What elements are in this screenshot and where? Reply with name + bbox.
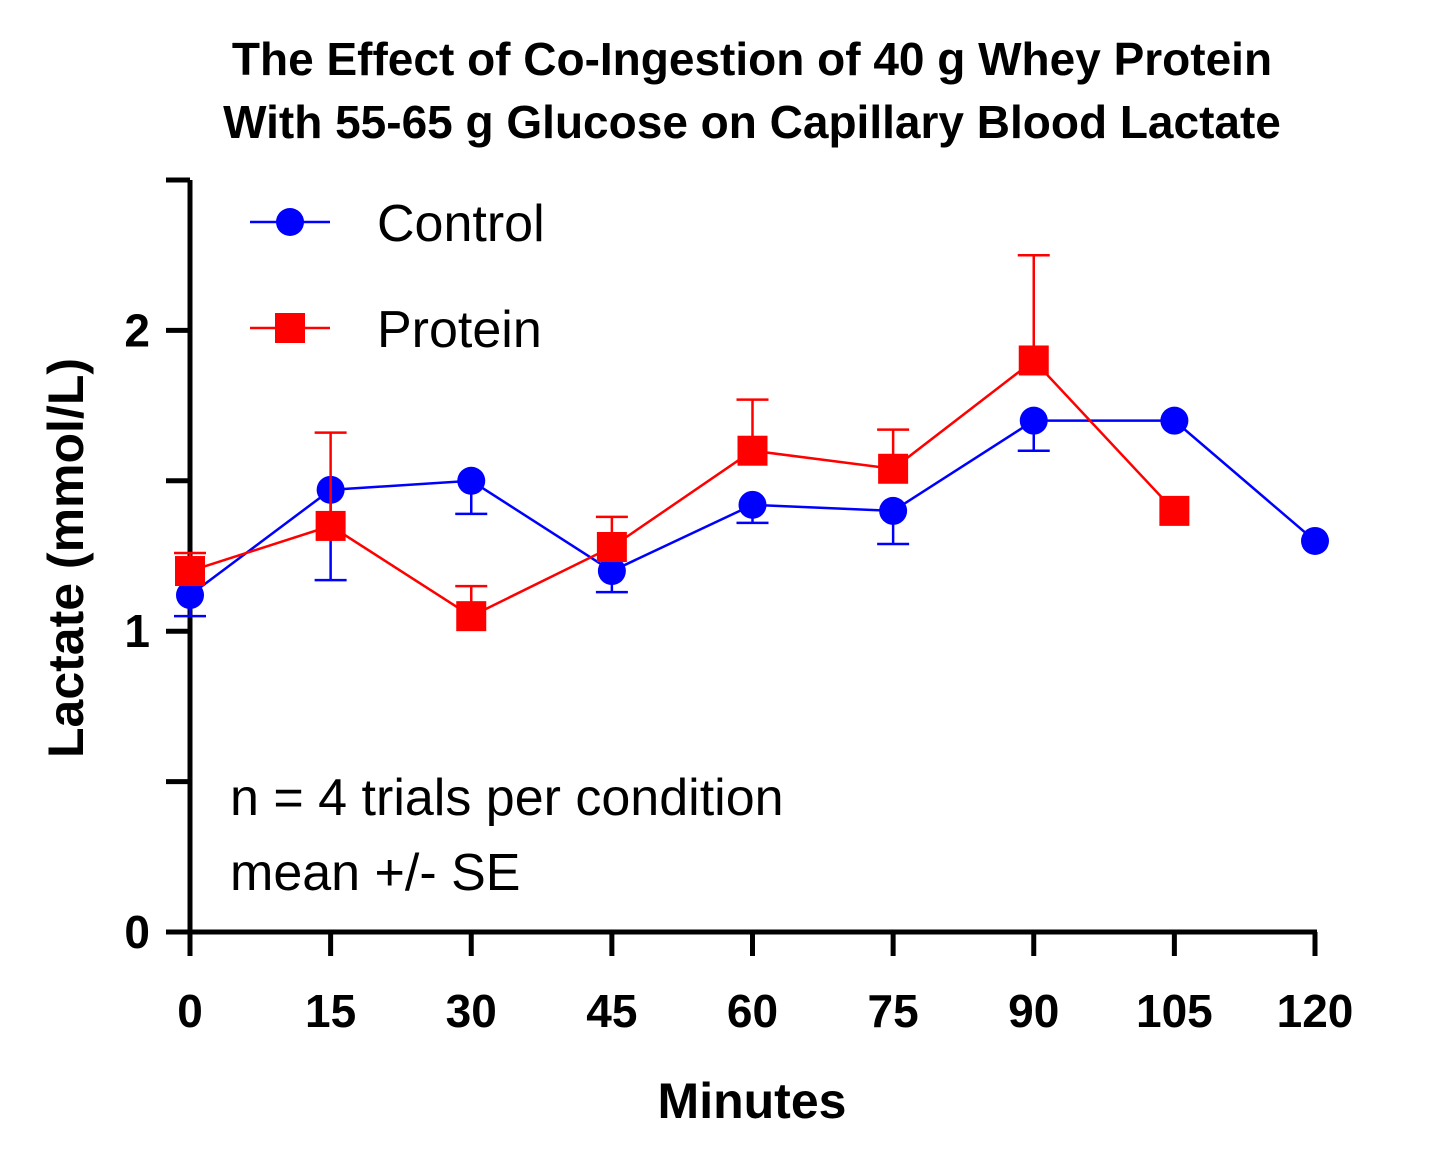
chart-subtitle: With 55-65 g Glucose on Capillary Blood …	[223, 96, 1281, 148]
legend: Control Protein	[250, 195, 545, 359]
x-tick-label-1: 15	[305, 985, 356, 1037]
protein-point-7	[1159, 495, 1190, 526]
chart-title: The Effect of Co-Ingestion of 40 g Whey …	[232, 33, 1272, 85]
control-point-3	[597, 557, 626, 586]
y-axis-title: Lactate (mmol/L)	[38, 358, 94, 758]
x-tick-label-8: 120	[1277, 985, 1354, 1037]
x-tick-label-7: 105	[1136, 985, 1213, 1037]
control-point-7	[1160, 406, 1189, 435]
protein-point-5	[878, 453, 909, 484]
x-tick-label-0: 0	[177, 985, 203, 1037]
protein-point-4	[737, 435, 768, 466]
control-point-6	[1019, 406, 1048, 435]
x-tick-label-6: 90	[1008, 985, 1059, 1037]
note-sample-size: n = 4 trials per condition	[230, 769, 784, 827]
protein-point-3	[596, 531, 627, 562]
control-point-8	[1301, 526, 1329, 555]
legend-protein-label: Protein	[377, 301, 542, 359]
x-tick-label-3: 45	[586, 985, 637, 1037]
legend-control-label: Control	[377, 195, 545, 253]
control-point-2	[457, 466, 486, 495]
y-tick-label-2: 1	[124, 605, 150, 657]
legend-protein-marker	[275, 313, 305, 343]
protein-point-2	[456, 601, 487, 632]
series-layer	[174, 253, 1329, 632]
series-protein	[174, 253, 1190, 632]
x-tick-label-2: 30	[446, 985, 497, 1037]
x-tick-label-4: 60	[727, 985, 778, 1037]
y-tick-label-4: 2	[124, 304, 150, 356]
note-error-type: mean +/- SE	[230, 844, 520, 902]
protein-point-0	[175, 556, 205, 587]
control-point-5	[879, 496, 908, 525]
x-tick-label-5: 75	[868, 985, 919, 1037]
control-point-4	[738, 490, 767, 519]
control-point-0	[176, 581, 204, 610]
y-tick-label-0: 0	[124, 906, 150, 958]
protein-point-1	[315, 510, 346, 541]
legend-control-marker	[276, 208, 304, 236]
series-control	[174, 406, 1329, 618]
x-axis-title: Minutes	[658, 1073, 847, 1129]
protein-line	[189, 358, 1176, 618]
protein-point-6	[1018, 345, 1049, 376]
